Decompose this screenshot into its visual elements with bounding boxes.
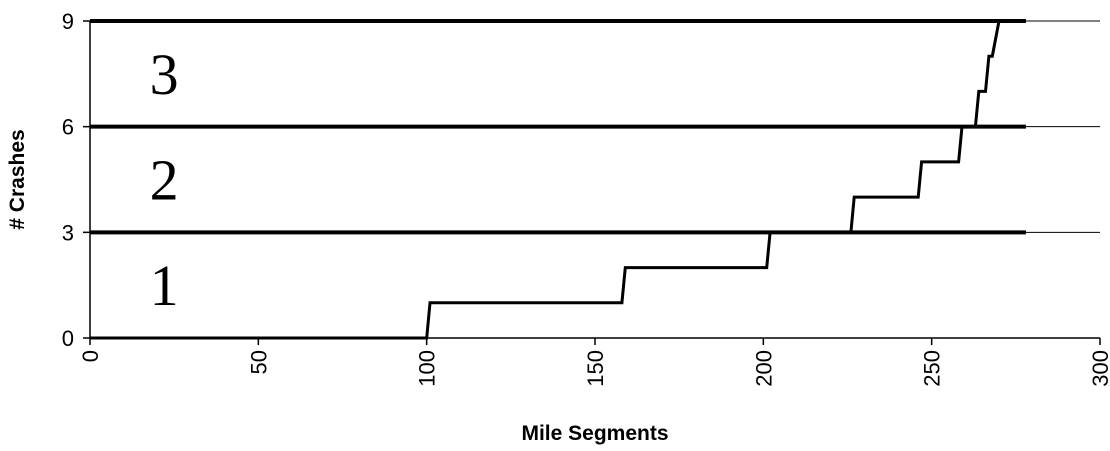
series — [90, 20, 1001, 340]
series-line-0 — [90, 20, 1001, 340]
y-axis-title: # Crashes — [6, 129, 29, 229]
x-tick-label-100: 100 — [415, 350, 440, 387]
threshold-lines — [90, 19, 1026, 235]
x-axis-title: Mile Segments — [521, 422, 668, 445]
x-tick-label-300: 300 — [1088, 350, 1110, 387]
labels: 1 2 3 — [150, 42, 179, 318]
y-tick-label-3: 3 — [62, 220, 74, 245]
band-label-2: 2 — [150, 148, 179, 213]
y-tick-label-0: 0 — [62, 326, 74, 351]
y-tick-label-6: 6 — [62, 115, 74, 140]
y-tick-label-9: 9 — [62, 9, 74, 34]
x-tick-label-0: 0 — [78, 350, 103, 362]
axes: 0 3 6 9 0 50 100 150 200 250 300 — [62, 9, 1110, 387]
x-tick-label-50: 50 — [246, 350, 271, 374]
x-tick-label-200: 200 — [751, 350, 776, 387]
x-tick-label-150: 150 — [583, 350, 608, 387]
band-label-3: 3 — [150, 42, 179, 107]
band-label-1: 1 — [150, 253, 179, 318]
x-tick-label-250: 250 — [920, 350, 945, 387]
